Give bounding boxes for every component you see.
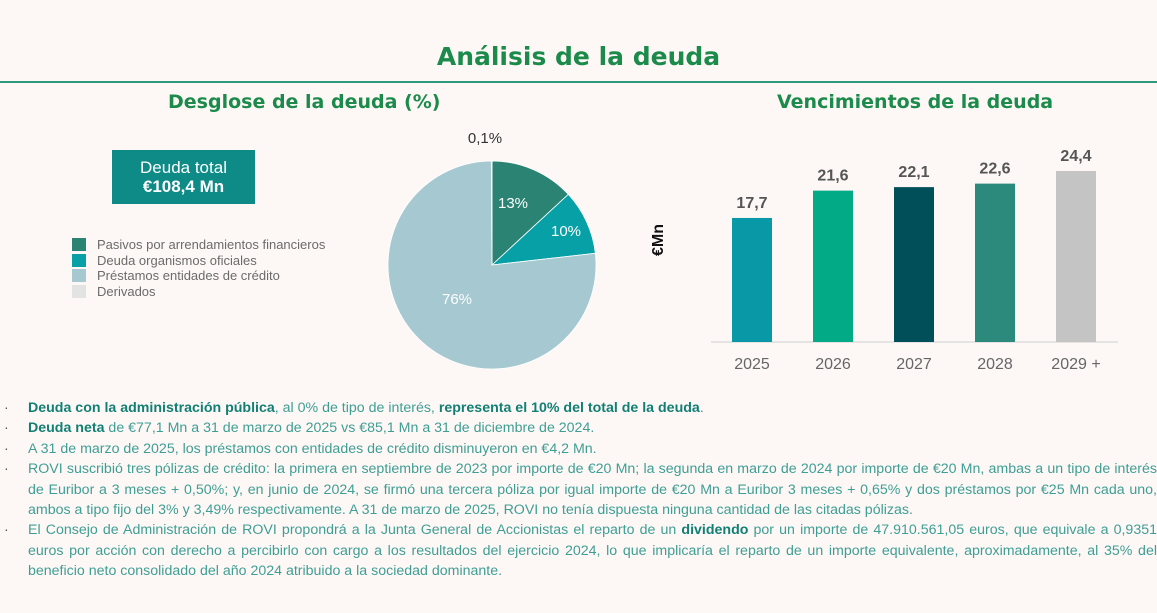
- legend-label: Deuda organismos oficiales: [97, 252, 257, 268]
- legend-label: Derivados: [97, 283, 156, 299]
- total-debt-label: Deuda total: [140, 158, 227, 177]
- total-debt-box: Deuda total €108,4 Mn: [112, 150, 255, 204]
- legend-label: Pasivos por arrendamientos financieros: [97, 237, 326, 253]
- x-tick-label: 2029 +: [1051, 356, 1100, 373]
- bullet-emphasis: Deuda con la administración pública: [28, 400, 275, 416]
- bullet-dot: ·: [4, 400, 9, 416]
- bar: [975, 183, 1015, 342]
- legend-swatch: [72, 253, 86, 267]
- bar: [1056, 171, 1096, 342]
- bullet-dot: ·: [4, 461, 9, 478]
- page-title: Análisis de la deuda: [436, 42, 721, 71]
- bar-value-label: 21,6: [817, 168, 848, 185]
- bullet-item: · El Consejo de Administración de ROVI pr…: [0, 520, 1157, 581]
- bullet-emphasis: representa el 10% del total de la deuda: [438, 400, 700, 416]
- pie-legend: Pasivos por arrendamientos financieros De…: [72, 237, 325, 299]
- legend-item: Derivados: [72, 284, 325, 300]
- bullet-text: El Consejo de Administración de ROVI pro…: [28, 522, 682, 539]
- title-divider: [0, 81, 1157, 83]
- bar-section-title: Vencimientos de la deuda: [777, 91, 1054, 113]
- x-tick-label: 2028: [977, 356, 1013, 373]
- y-axis-label: €Mn: [650, 224, 667, 256]
- x-tick-label: 2026: [815, 356, 851, 373]
- pie-slice-label: 13%: [498, 195, 528, 212]
- legend-label: Préstamos entidades de crédito: [97, 268, 280, 284]
- pie-slice-label: 76%: [442, 291, 472, 308]
- bar-value-label: 24,4: [1060, 148, 1091, 165]
- bar: [894, 187, 934, 342]
- bullet-item: · Deuda con la administración pública, al…: [0, 398, 1157, 418]
- x-tick-label: 2025: [734, 356, 770, 373]
- legend-swatch: [72, 269, 86, 283]
- bullet-text: .: [699, 400, 704, 416]
- total-debt-value: €108,4 Mn: [142, 177, 225, 196]
- bar-value-label: 22,1: [898, 164, 929, 181]
- bar-value-label: 22,6: [979, 161, 1010, 178]
- bar-value-label: 17,7: [736, 195, 767, 212]
- bullet-list: · Deuda con la administración pública, al…: [0, 398, 1157, 582]
- bullet-emphasis: Deuda neta: [28, 420, 105, 437]
- pie-section-title: Desglose de la deuda (%): [168, 91, 441, 113]
- bar: [732, 217, 772, 342]
- bullet-item: · ROVI suscribió tres pólizas de crédito:…: [0, 459, 1157, 520]
- bullet-emphasis: dividendo: [681, 522, 749, 539]
- pie-slice-label: 0,1%: [468, 130, 502, 147]
- bullet-item: · Deuda neta de €77,1 Mn a 31 de marzo de…: [0, 418, 1157, 438]
- pie-slice-label: 10%: [551, 223, 581, 240]
- bullet-dot: ·: [4, 440, 9, 457]
- bullet-text: A 31 de marzo de 2025, los préstamos con…: [28, 440, 597, 457]
- bullet-text: , al 0% de tipo de interés,: [274, 400, 439, 416]
- bullet-text: ROVI suscribió tres pólizas de crédito: …: [28, 461, 1157, 519]
- bullet-text: de €77,1 Mn a 31 de marzo de 2025 vs €85…: [104, 420, 595, 437]
- legend-item: Préstamos entidades de crédito: [72, 268, 325, 284]
- legend-swatch: [72, 238, 86, 252]
- pie-slice: [491, 160, 569, 266]
- charts-canvas: 13% 10% 76% 0,1% 17,7 2025 21,6 2026 22,1 2027 22,…: [387, 130, 1118, 373]
- bullet-dot: ·: [4, 522, 9, 539]
- bar: [813, 190, 853, 342]
- legend-item: Pasivos por arrendamientos financieros: [72, 237, 325, 253]
- legend-swatch: [72, 284, 86, 298]
- x-tick-label: 2027: [896, 356, 932, 373]
- pie-slice: [490, 160, 493, 266]
- bullet-item: · A 31 de marzo de 2025, los préstamos co…: [0, 439, 1157, 459]
- legend-item: Deuda organismos oficiales: [72, 253, 325, 269]
- bullet-dot: ·: [4, 420, 9, 437]
- bullet-text: por un importe de 47.910.561,05 euros, q…: [28, 522, 1157, 580]
